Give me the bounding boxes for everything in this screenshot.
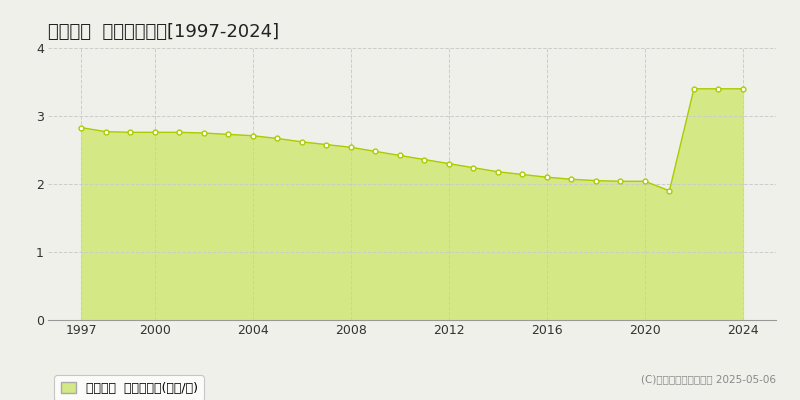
- Text: (C)土地価格ドットコム 2025-05-06: (C)土地価格ドットコム 2025-05-06: [641, 374, 776, 384]
- Text: 五ヶ瀬町  基準地価推移[1997-2024]: 五ヶ瀬町 基準地価推移[1997-2024]: [48, 23, 279, 41]
- Legend: 基準地価  平均坪単価(万円/坪): 基準地価 平均坪単価(万円/坪): [54, 375, 204, 400]
